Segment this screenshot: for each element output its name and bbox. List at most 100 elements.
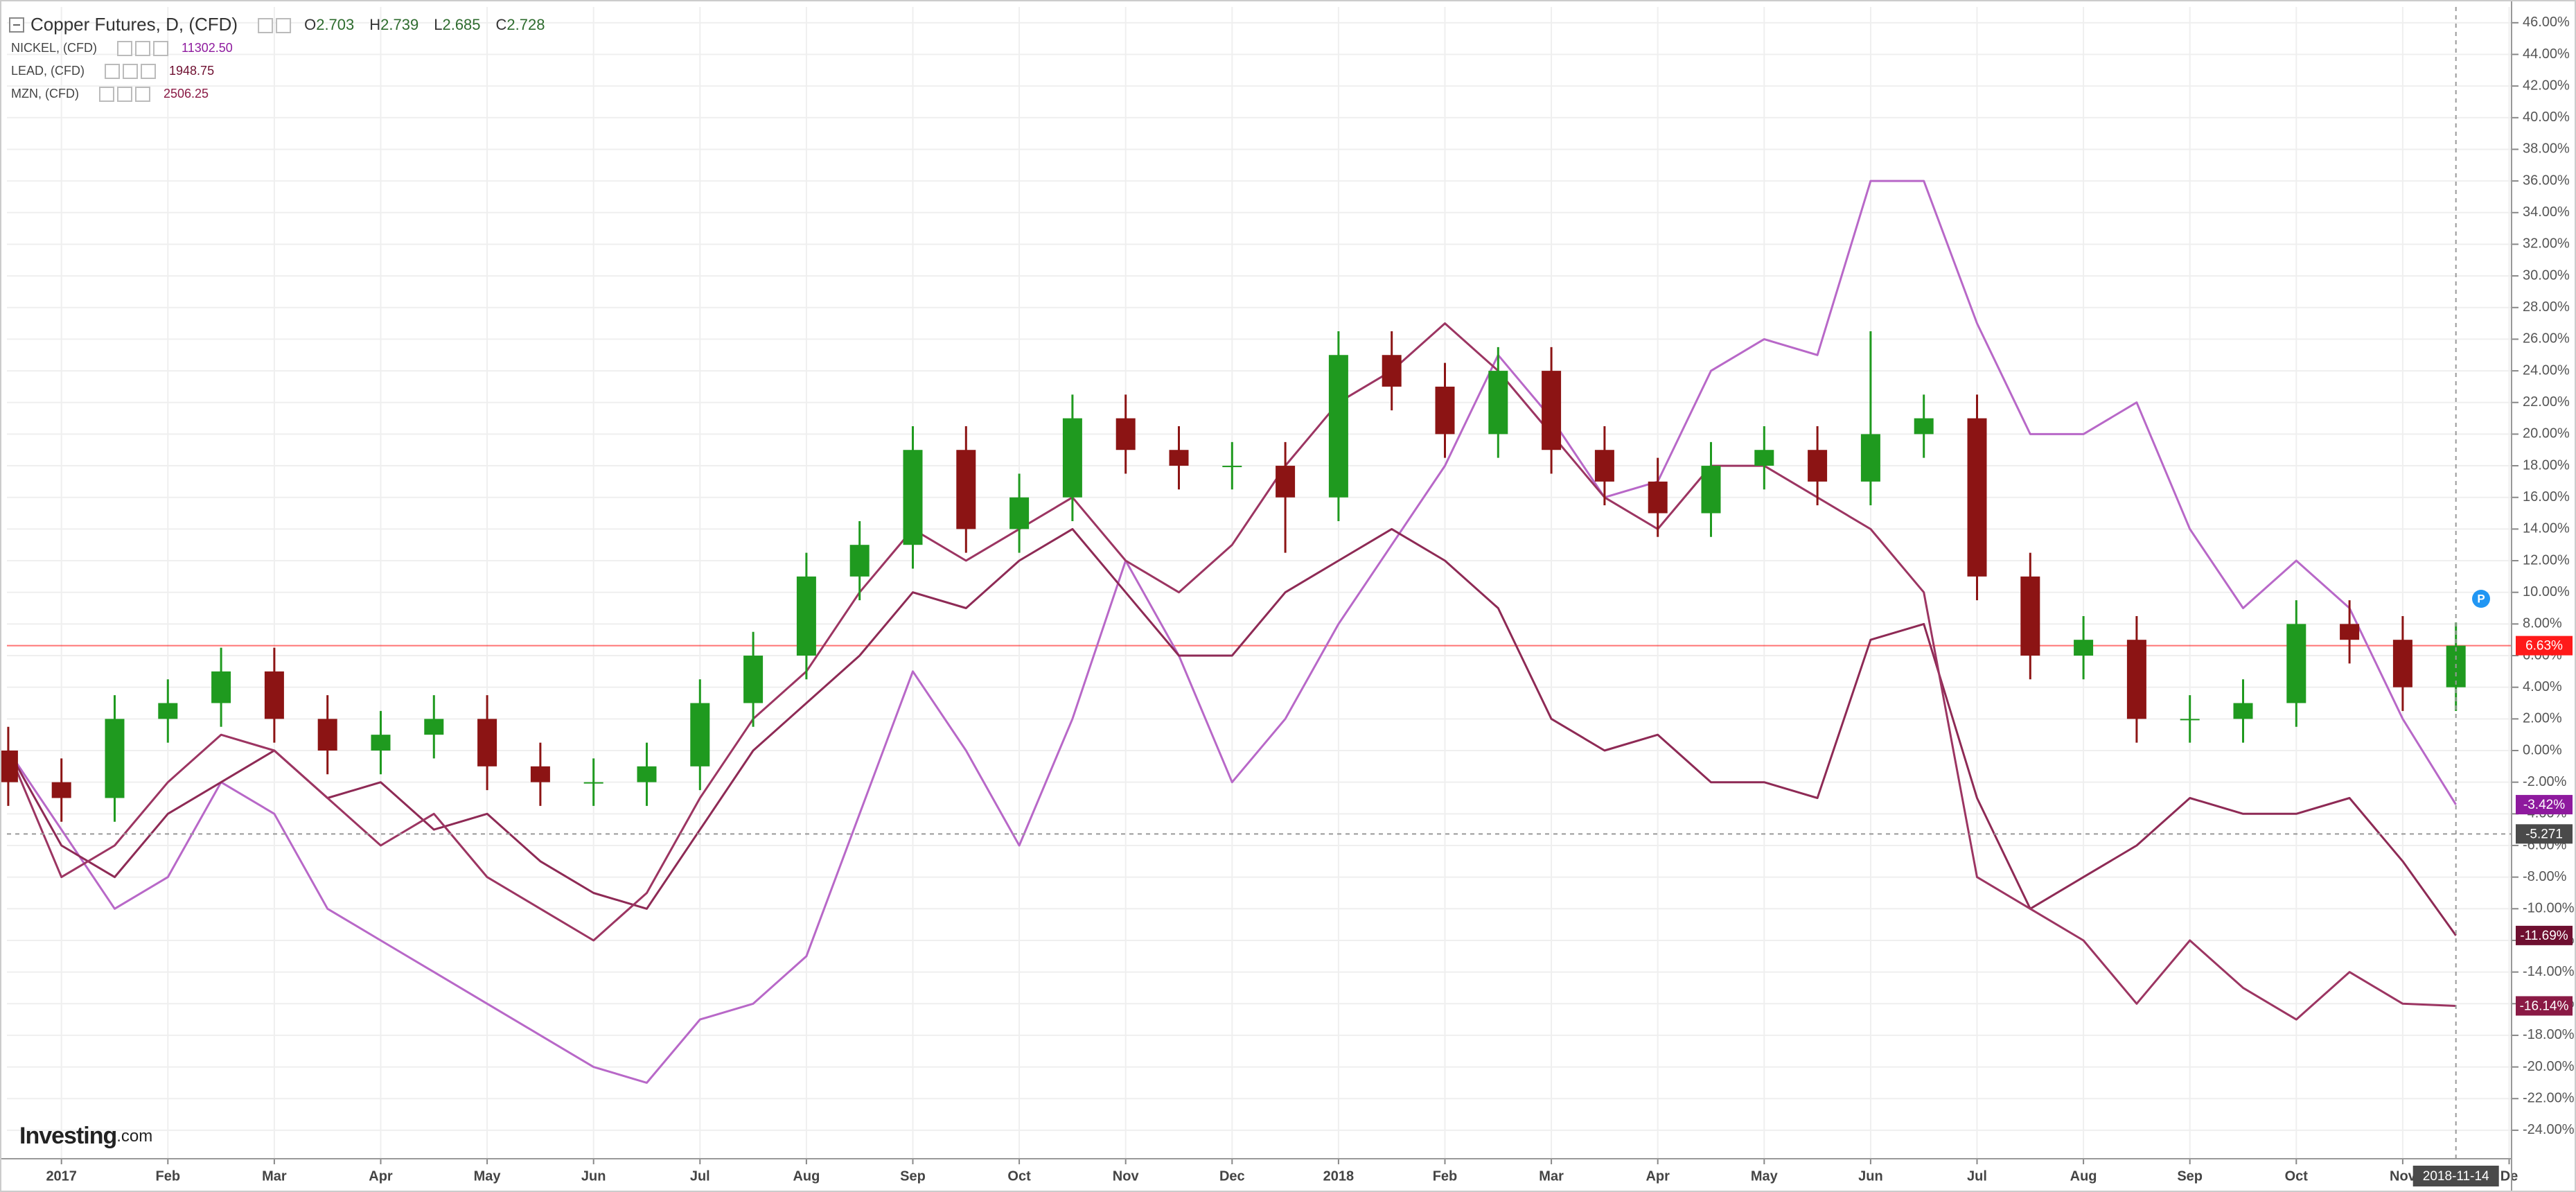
candle-body: [1967, 418, 1987, 577]
legend-name: MZN, (CFD): [11, 87, 79, 100]
ohlc-readout: O2.703: [304, 16, 354, 33]
watermark: Investing.com: [19, 1123, 152, 1149]
y-tick-label: 30.00%: [2523, 268, 2570, 283]
candle-body: [2020, 576, 2040, 656]
candle-body: [2233, 703, 2253, 719]
series-line: [7, 179, 2457, 1084]
legend-icon[interactable]: [153, 41, 169, 56]
plot-area: [0, 179, 2512, 1084]
candle-body: [158, 703, 178, 719]
y-tick-label: 38.00%: [2523, 141, 2570, 157]
y-tick-label: 32.00%: [2523, 236, 2570, 252]
ohlc-value: 2.739: [380, 16, 418, 33]
x-tick-label: De: [2500, 1168, 2518, 1184]
ohlc-value: 2.685: [442, 16, 480, 33]
y-tick-label: -22.00%: [2523, 1091, 2575, 1106]
overlay: 2018-11-14 6.63% -3.42% -11.69% -16.14% -5.27…: [7, 7, 2573, 1186]
watermark-suffix: .com: [116, 1127, 152, 1146]
chart-title: Copper Futures, D, (CFD): [30, 14, 238, 35]
legend-icon[interactable]: [258, 18, 274, 33]
legend-icon[interactable]: [105, 64, 121, 79]
y-tick-label: 46.00%: [2523, 15, 2570, 30]
y-tick-label: 0.00%: [2523, 742, 2562, 757]
y-tick-label: -14.00%: [2523, 964, 2575, 979]
candle-body: [2074, 640, 2094, 656]
last-value-label: 6.63%: [2525, 639, 2563, 654]
watermark-brand: Investing: [19, 1123, 116, 1149]
y-tick-label: 16.00%: [2523, 489, 2570, 505]
y-tick-label: 8.00%: [2523, 616, 2562, 631]
candle-body: [530, 766, 550, 782]
candle-body: [1062, 418, 1082, 498]
y-tick-label: 2.00%: [2523, 711, 2562, 726]
ohlc-readout: C2.728: [496, 16, 545, 33]
x-tick-label: Apr: [369, 1168, 393, 1184]
candle-body: [637, 766, 657, 782]
x-tick-label: Feb: [1433, 1168, 1458, 1184]
candle-body: [1808, 450, 1828, 482]
candle-body: [1488, 371, 1508, 435]
y-tick-label: -2.00%: [2523, 774, 2567, 789]
x-tick-label: Jun: [581, 1168, 606, 1184]
candle-body: [583, 782, 603, 784]
x-tick-label: Apr: [1646, 1168, 1670, 1184]
candle-body: [796, 576, 816, 656]
y-tick-label: -8.00%: [2523, 869, 2567, 884]
ohlc-key: H: [369, 16, 380, 33]
legend-icon[interactable]: [123, 64, 139, 79]
y-tick-label: -10.00%: [2523, 901, 2575, 916]
candle-body: [1276, 466, 1296, 498]
x-tick-label: 2018: [1323, 1168, 1355, 1184]
x-tick-label: Aug: [2070, 1168, 2097, 1184]
x-tick-label: Dec: [1219, 1168, 1245, 1184]
legend-price: 1948.75: [169, 64, 214, 78]
candle-body: [2126, 640, 2146, 719]
legend-price: 2506.25: [164, 87, 209, 100]
candle-body: [903, 450, 923, 545]
legend-icon[interactable]: [116, 87, 132, 102]
legend-icon[interactable]: [141, 64, 157, 79]
legend-icon[interactable]: [134, 87, 150, 102]
candle-body: [743, 656, 764, 703]
ohlc-readout: H2.739: [369, 16, 418, 33]
marker-icon-label[interactable]: P: [2477, 592, 2485, 605]
ohlc-readout: L2.685: [434, 16, 480, 33]
legend-icon[interactable]: [276, 18, 292, 33]
legend-name: LEAD, (CFD): [11, 64, 85, 78]
y-tick-label: 44.00%: [2523, 46, 2570, 62]
x-tick-label: Sep: [900, 1168, 926, 1184]
last-value-badge: [2516, 925, 2573, 945]
candle-body: [956, 450, 976, 529]
last-value-label: -11.69%: [2520, 929, 2568, 943]
ohlc-value: 2.703: [316, 16, 354, 33]
candle-body: [371, 735, 391, 751]
y-tick-label: 42.00%: [2523, 78, 2570, 93]
ohlc-key: L: [434, 16, 442, 33]
candle-body: [1115, 418, 1136, 450]
y-tick-label: 28.00%: [2523, 299, 2570, 315]
y-tick-label: -18.00%: [2523, 1027, 2575, 1042]
last-value-badge: [2516, 996, 2573, 1016]
x-tick-label: Mar: [1539, 1168, 1564, 1184]
candle-body: [2286, 624, 2306, 703]
candle-body: [1009, 497, 1030, 529]
legend-icon[interactable]: [117, 41, 133, 56]
ohlc-value: 2.728: [506, 16, 545, 33]
x-tick-label: Nov: [1113, 1168, 1140, 1184]
series-line: [7, 527, 2457, 936]
candle-body: [105, 719, 125, 798]
legend-icon[interactable]: [135, 41, 151, 56]
y-tick-label: 40.00%: [2523, 109, 2570, 125]
candle-body: [1860, 434, 1880, 482]
y-tick-label: 20.00%: [2523, 426, 2570, 441]
y-tick-label: -24.00%: [2523, 1122, 2575, 1137]
crosshair-y-box: [2516, 824, 2573, 844]
legend-icon[interactable]: [98, 87, 114, 102]
x-tick-label: Oct: [1007, 1168, 1031, 1184]
candle-body: [1542, 371, 1562, 450]
marker-icon[interactable]: [2472, 590, 2490, 608]
legend-price: 11302.50: [182, 41, 233, 55]
x-tick-label: 2017: [46, 1168, 77, 1184]
y-tick-label: 12.00%: [2523, 552, 2570, 568]
